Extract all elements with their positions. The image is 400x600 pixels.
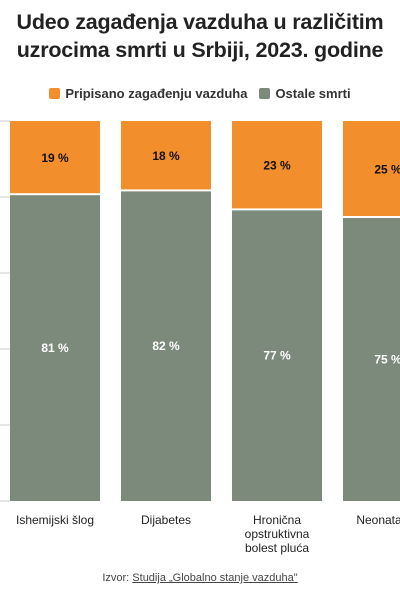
- data-label-air-pollution-2: 23 %: [263, 159, 291, 173]
- source-note: Izvor: Studija „Globalno stanje vazduha": [0, 572, 400, 584]
- legend-label-air-pollution: Pripisano zagađenju vazduha: [65, 86, 248, 101]
- chart-title-line-2: uzrocima smrti u Srbiji, 2023. godine: [16, 38, 384, 62]
- category-label-1: Dijabetes: [141, 513, 191, 527]
- bar-air-pollution-1: [121, 121, 211, 190]
- category-label-2: Hronična opstruktivna bolest pluća: [245, 513, 310, 555]
- source-link-word: Studija: [132, 572, 166, 584]
- category-label-line: Neonatalni i: [356, 513, 400, 527]
- category-label-line: Hronična: [253, 513, 301, 527]
- data-label-other-deaths-0: 81 %: [41, 341, 69, 355]
- source-link-title: „Globalno stanje vazduha": [169, 572, 298, 584]
- chart-title-line-1: Udeo zagađenja vazduha u različitim: [16, 10, 384, 34]
- legend-item-other-deaths: Ostale smrti: [259, 86, 351, 101]
- data-label-other-deaths-2: 77 %: [263, 349, 291, 363]
- chart-legend: Pripisano zagađenju vazduha Ostale smrti: [0, 86, 400, 101]
- data-label-other-deaths-1: 82 %: [152, 339, 180, 353]
- bar-other-deaths-0: [10, 195, 100, 501]
- bar-other-deaths-1: [121, 191, 211, 501]
- category-label-line: bolest pluća: [245, 541, 309, 555]
- legend-swatch-air-pollution: [49, 88, 61, 99]
- bar-air-pollution-0: [10, 121, 100, 194]
- category-label-line: Dijabetes: [141, 513, 191, 527]
- category-label-line: opstruktivna: [245, 527, 310, 541]
- data-label-air-pollution-1: 18 %: [152, 149, 180, 163]
- legend-label-other-deaths: Ostale smrti: [275, 86, 351, 101]
- bar-other-deaths-3: [343, 218, 400, 501]
- category-label-0: Ishemijski šlog: [16, 513, 94, 527]
- category-label-line: Ishemijski šlog: [16, 513, 94, 527]
- data-label-air-pollution-0: 19 %: [41, 151, 69, 165]
- chart-title: Udeo zagađenja vazduha u različitim uzro…: [0, 8, 400, 64]
- bar-other-deaths-2: [232, 210, 322, 501]
- legend-item-air-pollution: Pripisano zagađenju vazduha: [49, 86, 247, 101]
- data-label-other-deaths-3: 75 %: [374, 353, 400, 367]
- legend-swatch-other-deaths: [259, 88, 271, 99]
- source-prefix: Izvor:: [102, 572, 130, 584]
- data-label-air-pollution-3: 25 %: [374, 163, 400, 177]
- source-link[interactable]: Studija „Globalno stanje vazduha": [132, 572, 297, 584]
- bar-air-pollution-3: [343, 121, 400, 216]
- bar-air-pollution-2: [232, 121, 322, 209]
- category-label-3: Neonatalni i: [356, 513, 400, 527]
